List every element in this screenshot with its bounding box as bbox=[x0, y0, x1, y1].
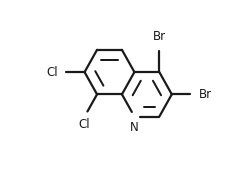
Text: Cl: Cl bbox=[79, 118, 90, 131]
Text: Cl: Cl bbox=[46, 66, 58, 79]
Text: N: N bbox=[130, 121, 139, 134]
Text: Br: Br bbox=[199, 88, 212, 101]
Text: Br: Br bbox=[153, 30, 166, 43]
